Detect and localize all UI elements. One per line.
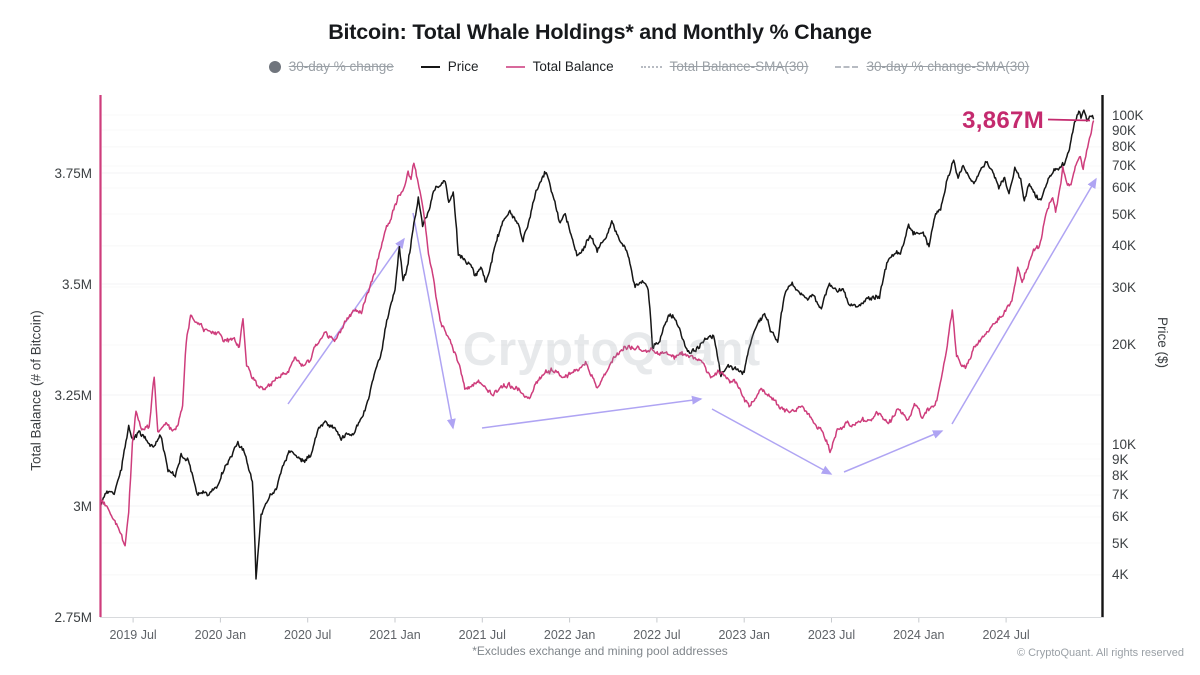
y-right-tick-label: 9K bbox=[1112, 451, 1129, 467]
y-left-tick-label: 3M bbox=[73, 498, 92, 514]
y-left-tick-label: 3.5M bbox=[61, 276, 92, 292]
legend-item-30-day-change[interactable]: 30-day % change bbox=[268, 59, 394, 74]
legend-label: Price bbox=[447, 59, 479, 74]
gridlines bbox=[102, 172, 1101, 507]
x-tick-label: 2021 Jan bbox=[369, 628, 421, 642]
left-axis-title: Total Balance (# of Bitcoin) bbox=[28, 310, 44, 471]
x-tick-label: 2022 Jul bbox=[633, 628, 681, 642]
chart-title: Bitcoin: Total Whale Holdings* and Month… bbox=[328, 20, 872, 44]
x-tick-label: 2021 Jul bbox=[458, 628, 506, 642]
x-tick-label: 2020 Jul bbox=[284, 628, 332, 642]
footnote: *Excludes exchange and mining pool addre… bbox=[472, 644, 728, 658]
series-total-balance[interactable] bbox=[100, 120, 1095, 547]
legend: 30-day % change Price Total Balance Total B… bbox=[0, 59, 1200, 74]
legend-marker-circle bbox=[268, 60, 281, 73]
series-layer bbox=[100, 109, 1095, 580]
trend-arrows bbox=[287, 177, 1097, 475]
y-right-tick-label: 4K bbox=[1112, 567, 1129, 583]
legend-label: 30-day % change-SMA(30) bbox=[866, 59, 1030, 74]
legend-item-total-balance[interactable]: Total Balance bbox=[505, 59, 614, 74]
y-right-tick-label: 90K bbox=[1112, 122, 1137, 138]
x-tick-label: 2024 Jul bbox=[982, 628, 1030, 642]
y-right-tick-label: 70K bbox=[1112, 158, 1137, 174]
x-tick-label: 2020 Jan bbox=[194, 628, 247, 642]
x-tick-label: 2024 Jan bbox=[893, 628, 945, 642]
legend-marker-line bbox=[420, 65, 440, 68]
legend-label: Total Balance-SMA(30) bbox=[669, 59, 809, 74]
x-tick-label: 2023 Jul bbox=[807, 628, 856, 642]
y-right-tick-label: 60K bbox=[1112, 180, 1137, 196]
legend-label: Total Balance bbox=[532, 59, 614, 74]
legend-label: 30-day % change bbox=[288, 59, 394, 74]
y-right-tick-label: 30K bbox=[1112, 279, 1137, 295]
y-left-tick-label: 3.25M bbox=[54, 387, 92, 403]
x-tick-label: 2019 Jul bbox=[109, 628, 157, 642]
y-left-tick-label: 2.75M bbox=[54, 609, 92, 625]
legend-item-30-day-change-sma-30-[interactable]: 30-day % change-SMA(30) bbox=[835, 59, 1029, 74]
legend-item-total-balance-sma-30-[interactable]: Total Balance-SMA(30) bbox=[640, 59, 809, 74]
y-right-tick-label: 40K bbox=[1112, 238, 1137, 254]
legend-item-price[interactable]: Price bbox=[420, 59, 479, 74]
x-tick-label: 2022 Jan bbox=[543, 628, 596, 642]
copyright: © CryptoQuant. All rights reserved bbox=[1016, 647, 1184, 659]
y-right-tick-label: 5K bbox=[1112, 535, 1129, 551]
legend-marker-dashed bbox=[835, 65, 859, 68]
y-right-tick-label: 80K bbox=[1112, 139, 1137, 155]
last-value-annotation: 3,867M bbox=[962, 107, 1044, 134]
legend-marker-line bbox=[505, 65, 525, 68]
y-left-tick-label: 3.75M bbox=[54, 165, 92, 181]
x-tick-label: 2023 Jan bbox=[718, 628, 770, 642]
y-right-tick-label: 50K bbox=[1112, 206, 1137, 222]
y-right-tick-label: 20K bbox=[1112, 337, 1137, 353]
y-right-tick-label: 8K bbox=[1112, 468, 1129, 484]
y-right-tick-label: 6K bbox=[1112, 509, 1129, 525]
right-axis-title: Price ($) bbox=[1155, 317, 1170, 369]
y-right-tick-label: 10K bbox=[1112, 436, 1137, 452]
y-right-tick-label: 100K bbox=[1112, 107, 1144, 123]
annotation-connector-line bbox=[1047, 118, 1091, 122]
legend-marker-dotted bbox=[640, 65, 662, 68]
y-right-tick-label: 7K bbox=[1112, 487, 1129, 503]
series-price[interactable] bbox=[100, 109, 1095, 580]
